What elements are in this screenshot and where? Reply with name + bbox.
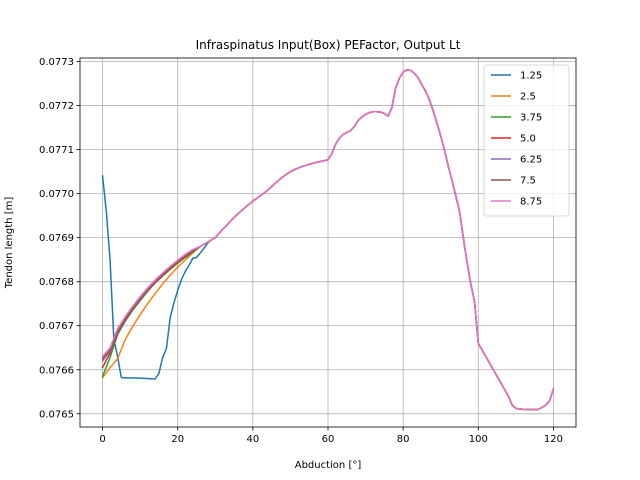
y-tick-label: 0.0766 bbox=[39, 365, 74, 376]
series-line-6 bbox=[101, 69, 555, 411]
ticks-layer: 0 20 40 60 80 100 120 0.0765 0.0766 0.0767 0.0768 0… bbox=[39, 57, 563, 445]
x-tick-label: 120 bbox=[544, 434, 563, 445]
y-tick-label: 0.0770 bbox=[39, 189, 74, 200]
chart-title: Infraspinatus Input(Box) PEFactor, Outpu… bbox=[196, 38, 461, 52]
legend-label: 3.75 bbox=[520, 113, 542, 124]
y-axis-label: Tendon length [m] bbox=[4, 197, 15, 290]
series-layer bbox=[101, 69, 555, 411]
x-tick-label: 40 bbox=[246, 434, 259, 445]
y-tick-label: 0.0772 bbox=[39, 101, 74, 112]
x-axis-label: Abduction [°] bbox=[295, 460, 362, 471]
legend: 1.25 2.5 3.75 5.0 6.25 7.5 8.75 bbox=[483, 64, 570, 217]
legend-label: 5.0 bbox=[520, 134, 536, 145]
y-tick-label: 0.0768 bbox=[39, 277, 74, 288]
y-tick-label: 0.0771 bbox=[39, 145, 74, 156]
x-tick-label: 80 bbox=[397, 434, 410, 445]
legend-label: 6.25 bbox=[520, 155, 542, 166]
x-tick-label: 20 bbox=[171, 434, 184, 445]
y-tick-label: 0.0765 bbox=[39, 409, 74, 420]
y-tick-label: 0.0767 bbox=[39, 321, 74, 332]
grid-layer bbox=[80, 58, 576, 427]
legend-label: 8.75 bbox=[520, 197, 542, 208]
x-tick-label: 100 bbox=[469, 434, 488, 445]
x-tick-label: 60 bbox=[322, 434, 335, 445]
legend-label: 2.5 bbox=[520, 92, 536, 103]
x-tick-label: 0 bbox=[99, 434, 105, 445]
legend-label: 7.5 bbox=[520, 176, 536, 187]
y-tick-label: 0.0769 bbox=[39, 233, 74, 244]
y-tick-label: 0.0773 bbox=[39, 57, 74, 68]
legend-box bbox=[483, 64, 570, 217]
legend-label: 1.25 bbox=[520, 71, 542, 82]
